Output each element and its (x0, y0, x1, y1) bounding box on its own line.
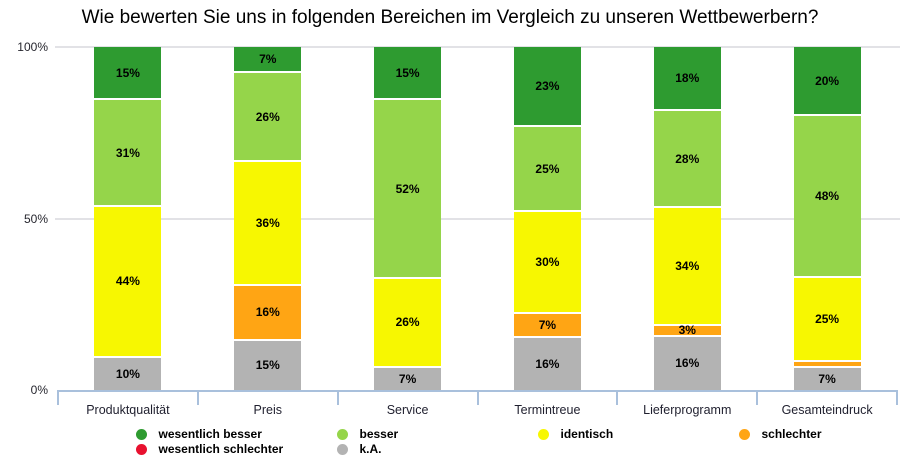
x-axis-tick (756, 390, 759, 405)
bar-segment-k-a-: 7% (793, 366, 861, 390)
bar-segment-value: 7% (259, 52, 277, 66)
gridline-50 (55, 217, 900, 220)
y-axis-label-0: 0% (30, 383, 48, 397)
legend-item-k-a-: k.A. (336, 442, 382, 456)
bar-preis: 7% 26% 36% 16% 15% (234, 47, 302, 390)
bar-segment-value: 25% (815, 311, 840, 326)
legend-item-wesentlich-schlechter: wesentlich schlechter (135, 442, 284, 456)
bar-segment-value: 36% (255, 215, 280, 230)
legend-item-identisch: identisch (537, 427, 614, 441)
bar-segment-wesentlich-besser: 15% (374, 47, 442, 99)
bar-segment-value: 16% (255, 305, 280, 320)
bar-segment-identisch: 36% (234, 160, 302, 284)
legend-label: wesentlich schlechter (158, 442, 284, 456)
bar-segment-wesentlich-besser: 20% (793, 47, 861, 115)
x-axis-label-gesamteindruck: Gesamteindruck (781, 403, 873, 417)
bar-segment-value: 30% (535, 254, 560, 269)
x-axis-tick (336, 390, 339, 405)
bar-segment-value: 34% (675, 259, 700, 274)
x-axis-tick (616, 390, 619, 405)
bar-segment-value: 15% (115, 65, 140, 80)
bar-termintreue: 23% 25% 30% 7% 16% (513, 47, 581, 390)
bar-segment-k-a-: 16% (513, 335, 581, 390)
bar-segment-k-a-: 10% (94, 355, 162, 390)
bar-segment-value: 18% (675, 71, 700, 86)
legend-item-schlechter: schlechter (738, 427, 822, 441)
wesentlich-schlechter-swatch-icon (135, 443, 147, 455)
bar-segment-value: 44% (115, 274, 140, 289)
bar-segment-besser: 26% (234, 71, 302, 161)
x-axis-tick (896, 390, 898, 405)
legend-label: schlechter (761, 427, 822, 441)
legend-label: identisch (560, 427, 614, 441)
bar-segment-identisch: 34% (653, 206, 721, 325)
legend-label: besser (359, 427, 399, 441)
bar-segment-value: 15% (255, 358, 280, 373)
bar-segment-besser: 25% (513, 125, 581, 210)
x-axis-tick (476, 390, 479, 405)
legend-item-wesentlich-besser: wesentlich besser (135, 427, 262, 441)
bar-segment-value: 3% (678, 323, 696, 338)
bar-segment-k-a-: 7% (374, 365, 442, 390)
bar-segment-besser: 28% (653, 109, 721, 207)
x-axis-label-termintreue: Termintreue (514, 403, 581, 417)
x-axis-label-lieferprogramm: Lieferprogramm (643, 403, 732, 417)
bar-segment-wesentlich-besser: 15% (94, 47, 162, 99)
schlechter-swatch-icon (738, 428, 750, 440)
bar-segment-value: 15% (395, 65, 420, 80)
bar-segment-k-a-: 16% (653, 334, 721, 390)
legend-label: k.A. (359, 442, 382, 456)
bar-segment-value: 16% (535, 356, 560, 371)
bar-segment-value: 7% (538, 317, 557, 332)
x-axis-tick (196, 390, 199, 405)
bar-segment-besser: 52% (374, 98, 442, 277)
identisch-swatch-icon (537, 428, 549, 440)
x-axis-label-service: Service (386, 403, 429, 417)
bar-segment-value: 20% (815, 73, 840, 88)
bar-segment-value: 31% (115, 145, 140, 160)
bar-segment-identisch: 30% (513, 209, 581, 312)
bar-segment-identisch: 26% (374, 276, 442, 366)
wesentlich-besser-swatch-icon (135, 428, 147, 440)
bar-segment-besser: 48% (793, 114, 861, 276)
bar-service: 15% 52% 26% 7% (374, 47, 442, 390)
bar-segment-value: 10% (115, 366, 140, 381)
y-axis-label-50: 50% (23, 211, 48, 226)
bar-segment-value: 23% (535, 79, 560, 94)
bar-segment-k-a-: 15% (234, 338, 302, 390)
bar-segment-value: 48% (815, 188, 840, 203)
bar-segment-wesentlich-besser: 18% (653, 47, 721, 110)
legend-label: wesentlich besser (158, 427, 262, 441)
bar-segment-value: 7% (398, 371, 417, 386)
x-axis-label-produktqualität: Produktqualität (86, 403, 170, 417)
bar-segment-schlechter: 7% (513, 311, 581, 336)
bar-segment-schlechter (793, 359, 861, 367)
bar-segment-identisch: 44% (94, 204, 162, 356)
bar-segment-besser: 31% (94, 98, 162, 205)
bar-segment-identisch: 25% (793, 275, 861, 360)
bar-segment-value: 26% (255, 109, 280, 124)
bar-segment-value: 7% (818, 372, 836, 387)
besser-swatch-icon (336, 428, 348, 440)
gridline-100 (55, 46, 900, 48)
bar-segment-value: 52% (395, 181, 420, 196)
bar-segment-wesentlich-besser: 7% (234, 47, 302, 71)
bar-lieferprogramm: 18% 28% 34% 3% 16% (653, 47, 721, 390)
bar-segment-wesentlich-besser: 23% (513, 47, 581, 126)
bar-segment-value: 16% (675, 356, 700, 371)
bar-segment-schlechter: 3% (653, 323, 721, 338)
k-a--swatch-icon (336, 443, 348, 455)
bar-produktqualität: 15% 31% 44% 10% (94, 47, 162, 390)
chart-title: Wie bewerten Sie uns in folgenden Bereic… (81, 7, 819, 28)
legend-item-besser: besser (336, 427, 399, 441)
y-axis-label-100: 100% (17, 40, 48, 54)
bar-gesamteindruck: 20% 48% 25% 7% (793, 47, 861, 390)
bar-segment-value: 25% (535, 161, 560, 176)
bar-segment-value: 26% (395, 315, 420, 330)
bar-segment-schlechter: 16% (234, 283, 302, 339)
bar-segment-value: 28% (675, 151, 700, 166)
x-axis-tick (57, 390, 59, 405)
x-axis-label-preis: Preis (253, 403, 282, 417)
